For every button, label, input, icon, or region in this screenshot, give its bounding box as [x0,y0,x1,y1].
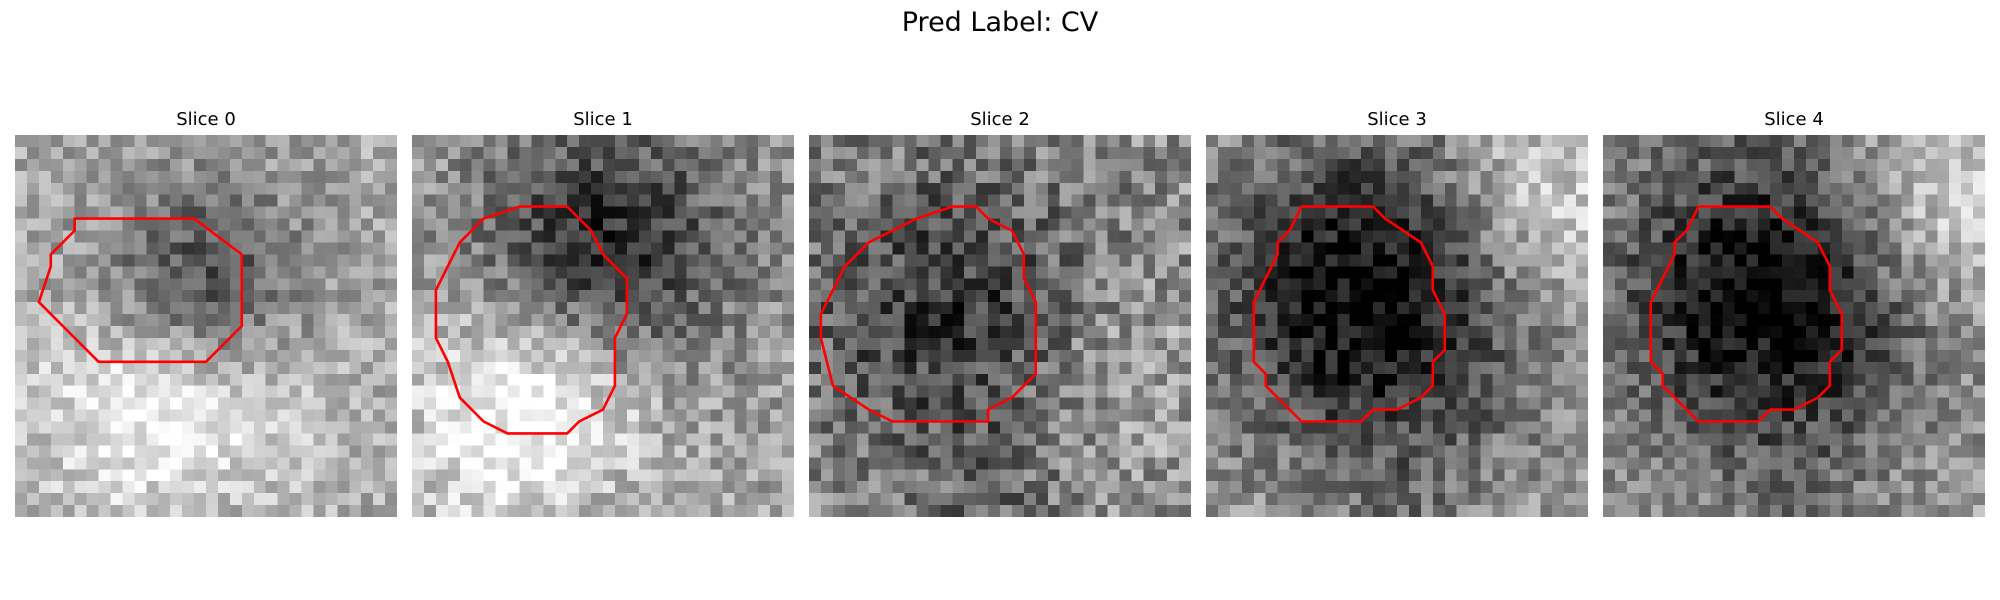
slice-title-2: Slice 2 [970,109,1030,130]
segmentation-contour [1252,205,1447,423]
slice-image-4 [1603,135,1985,517]
slice-title-1: Slice 1 [573,109,633,130]
slice-pixels [809,135,1191,517]
slice-pixels [1206,135,1588,517]
figure-title: Pred Label: CV [901,7,1099,38]
slice-pixels [1603,135,1985,517]
slice-pixels [412,135,794,517]
slice-title-0: Slice 0 [176,109,236,130]
slice-pixels [15,135,397,517]
slice-image-3 [1206,135,1588,517]
segmentation-contour [1649,205,1844,423]
slice-title-3: Slice 3 [1367,109,1427,130]
segmentation-contour [434,205,629,435]
slice-title-4: Slice 4 [1764,109,1824,130]
segmentation-contour [819,205,1038,423]
segmentation-contour [37,217,244,364]
slice-image-2 [809,135,1191,517]
slice-image-1 [412,135,794,517]
slice-image-0 [15,135,397,517]
